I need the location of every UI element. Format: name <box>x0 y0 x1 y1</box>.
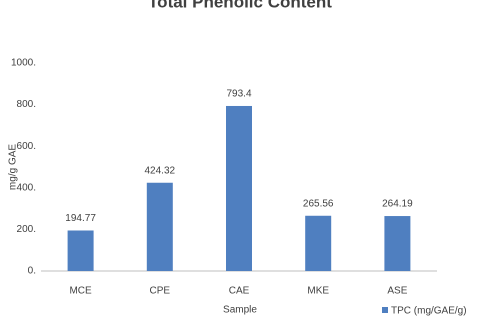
legend-swatch <box>382 307 388 313</box>
y-axis-label: mg/g GAE <box>8 144 19 190</box>
x-tick-label: MCE <box>69 286 92 297</box>
bar <box>226 105 252 271</box>
x-tick-label: CPE <box>150 286 171 297</box>
x-tick-label: MKE <box>307 286 329 297</box>
bar <box>67 230 94 271</box>
data-label: 264.19 <box>382 199 413 210</box>
bar <box>384 216 411 271</box>
y-tick-label: 600. <box>17 141 36 152</box>
x-axis-label: Sample <box>223 305 257 316</box>
bar <box>146 182 173 271</box>
bar <box>305 215 332 271</box>
x-tick-label: CAE <box>229 286 250 297</box>
x-tick-label: ASE <box>387 286 407 297</box>
y-tick-label: 200. <box>17 224 36 235</box>
y-tick-label: 0. <box>28 266 36 277</box>
data-label: 265.56 <box>303 198 334 209</box>
chart-title: Total Phenolic Content <box>148 0 332 11</box>
y-tick-label: 800. <box>17 99 36 110</box>
legend-label: TPC (mg/GAE/g) <box>391 306 467 317</box>
data-label: 424.32 <box>145 165 176 176</box>
y-tick-label: 1000. <box>11 58 36 69</box>
y-tick-label: 400. <box>17 182 36 193</box>
data-label: 194.77 <box>65 213 96 224</box>
data-label: 793.4 <box>226 89 251 100</box>
